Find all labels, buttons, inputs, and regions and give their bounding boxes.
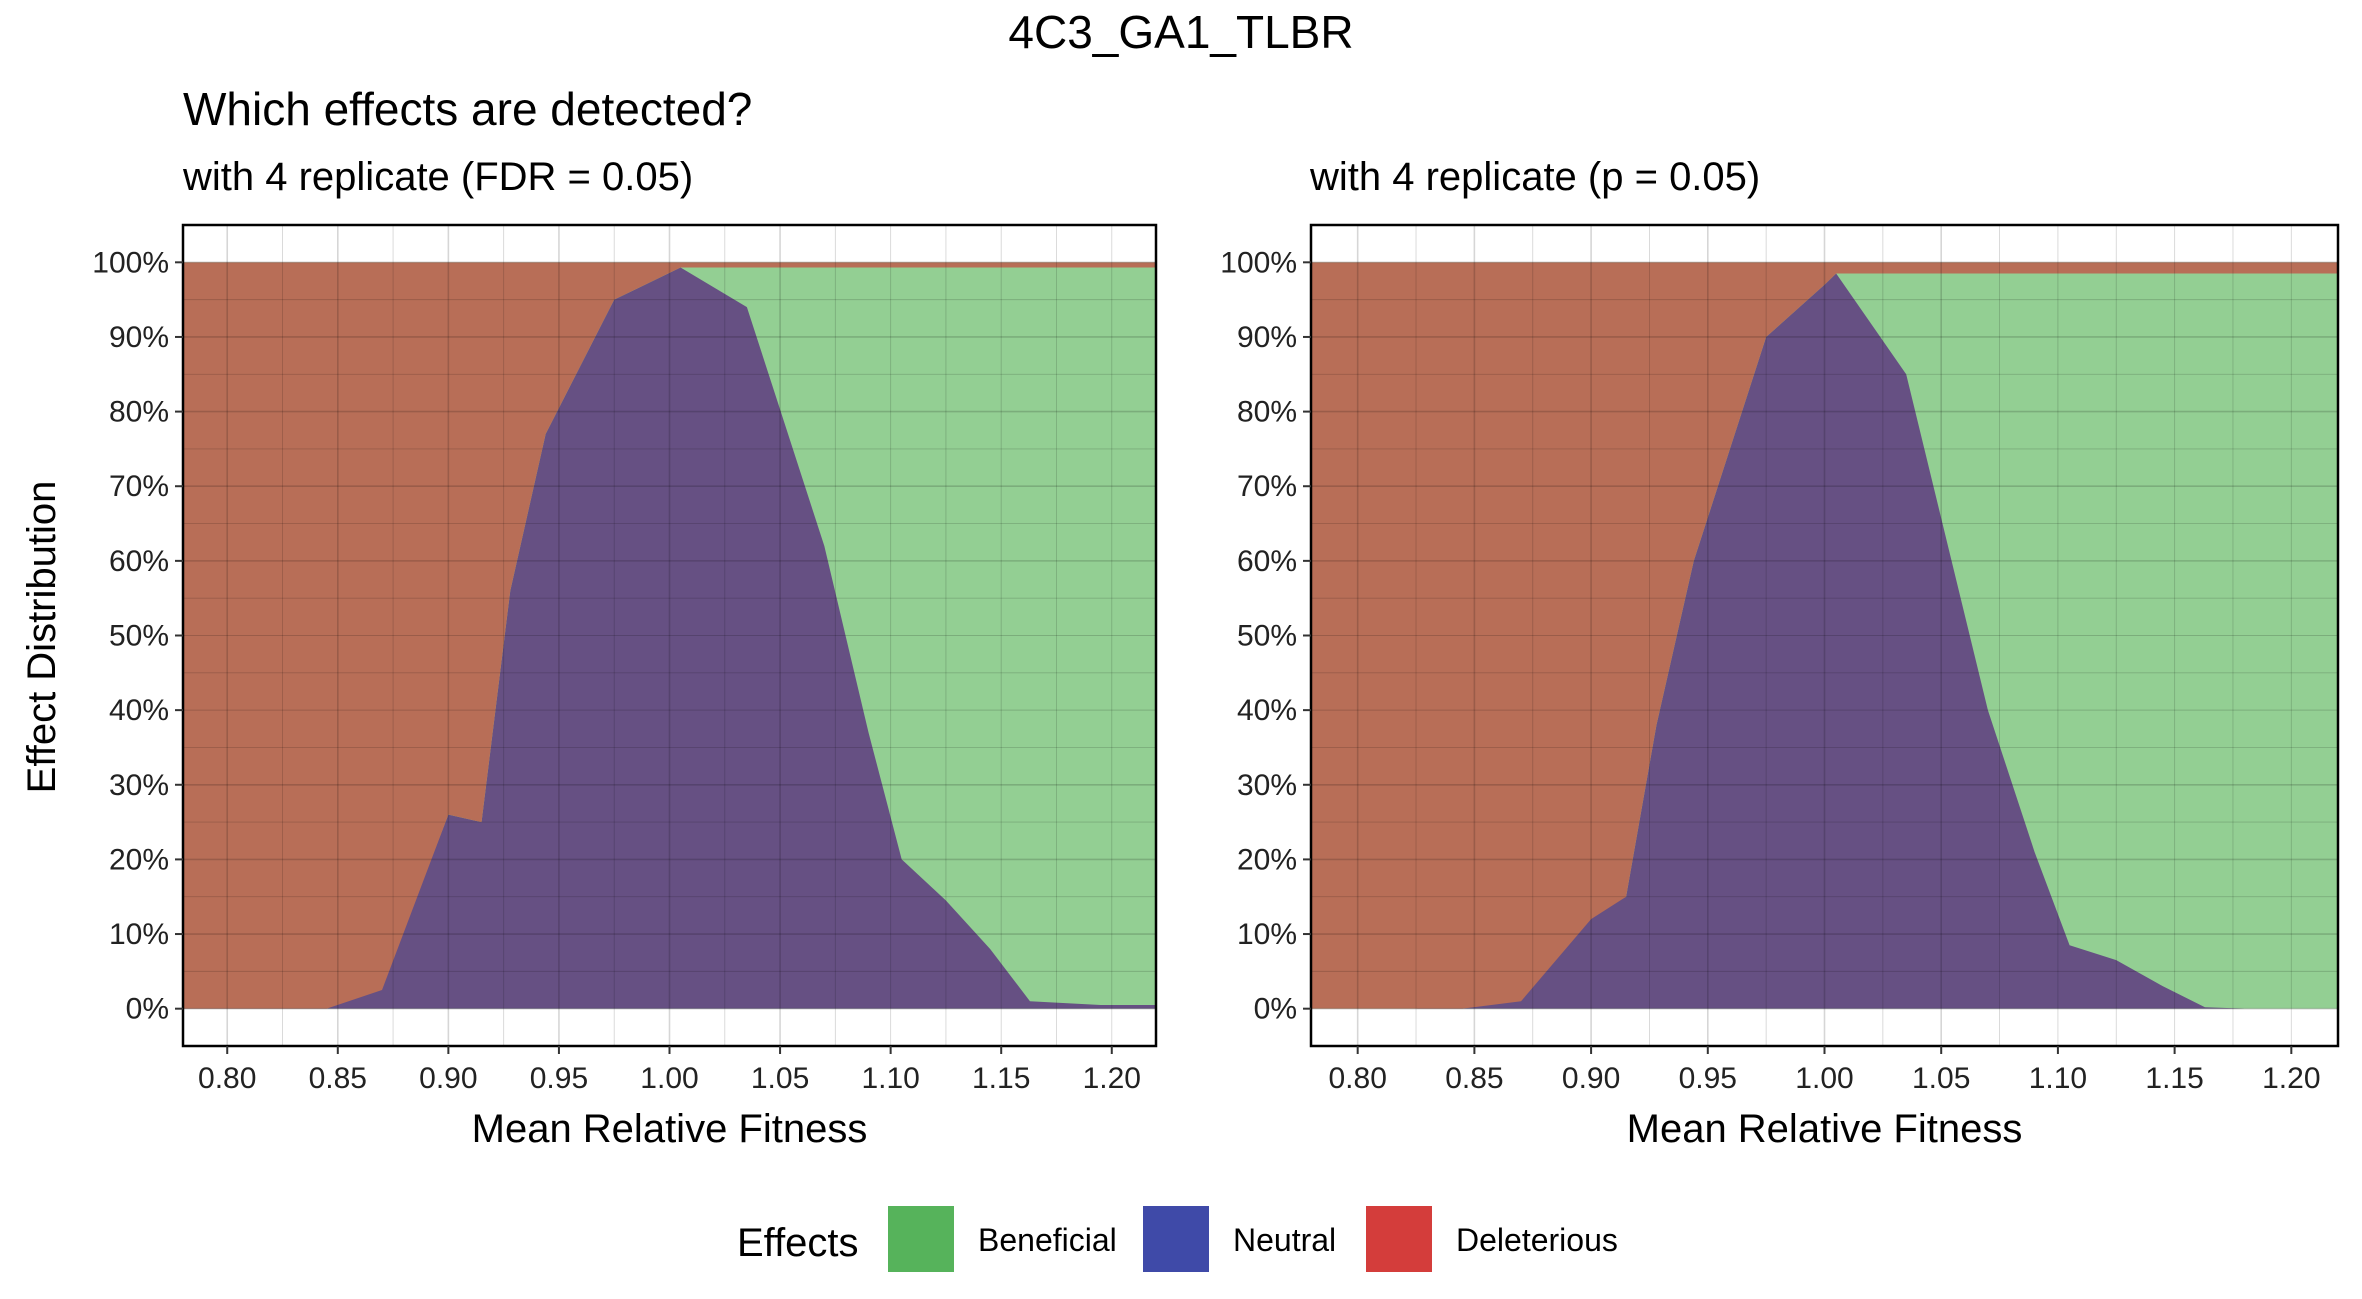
panel-1-y-tick-label: 10% xyxy=(109,918,169,951)
panel-1-x-tick-label: 1.20 xyxy=(1083,1062,1141,1095)
panel-2-x-tick-label: 1.10 xyxy=(2029,1062,2087,1095)
panel-1-y-tick-label: 90% xyxy=(109,321,169,354)
y-axis-label: Effect Distribution xyxy=(20,481,64,794)
panel-1-area-deleterious xyxy=(183,262,1156,1009)
legend-swatch-neutral xyxy=(1143,1206,1209,1272)
panel-2-y-tick-label: 90% xyxy=(1237,321,1297,354)
legend-swatch-deleterious xyxy=(1366,1206,1432,1272)
legend-label-beneficial: Beneficial xyxy=(978,1222,1117,1258)
panel-1-y-tick-label: 80% xyxy=(109,396,169,429)
panel-2-y-tick-label: 100% xyxy=(1220,246,1297,279)
panel-2-x-tick-label: 1.05 xyxy=(1912,1062,1970,1095)
legend-label-neutral: Neutral xyxy=(1233,1222,1336,1258)
panel-2-y-tick-label: 30% xyxy=(1237,769,1297,802)
panel-1-x-tick-label: 0.95 xyxy=(530,1062,588,1095)
panel-1-y-tick-label: 60% xyxy=(109,545,169,578)
panel-2-x-tick-label: 1.20 xyxy=(2262,1062,2320,1095)
panel-1-x-axis-label: Mean Relative Fitness xyxy=(472,1107,868,1151)
panel-2-y-tick-label: 60% xyxy=(1237,545,1297,578)
panel-1-y-tick-label: 50% xyxy=(109,620,169,653)
legend-swatch-beneficial xyxy=(888,1206,954,1272)
panel-2-area-neutral xyxy=(1311,273,2338,1009)
panel-1-y-tick-label: 30% xyxy=(109,769,169,802)
panel-2-x-tick-label: 0.95 xyxy=(1679,1062,1737,1095)
panel-1-y-tick-label: 0% xyxy=(126,993,169,1026)
panel-1-x-tick-label: 1.10 xyxy=(861,1062,919,1095)
panel-1-x-tick-label: 1.15 xyxy=(972,1062,1030,1095)
figure-heading: Which effects are detected? xyxy=(183,83,752,135)
panel-1-x-tick-label: 0.80 xyxy=(198,1062,256,1095)
panel-2-y-tick-label: 70% xyxy=(1237,470,1297,503)
panel-1-y-tick-label: 20% xyxy=(109,843,169,876)
panel-2-y-tick-label: 10% xyxy=(1237,918,1297,951)
panel-1-y-tick-label: 70% xyxy=(109,470,169,503)
panel-1-plot: 0% 10% 20% 30% 40% 50% 60% 70% 80% 90% 100% 0.80 0.8… xyxy=(92,223,1158,1151)
panel-2-x-axis-label: Mean Relative Fitness xyxy=(1627,1107,2023,1151)
panel-2-subtitle: with 4 replicate (p = 0.05) xyxy=(1309,155,1760,199)
panel-2-area-deleterious xyxy=(1311,262,2338,1009)
panel-2-x-tick-label: 1.15 xyxy=(2145,1062,2203,1095)
legend-label-deleterious: Deleterious xyxy=(1456,1222,1618,1258)
panel-1-x-tick-label: 1.00 xyxy=(640,1062,698,1095)
panel-1-y-tick-label: 40% xyxy=(109,694,169,727)
panel-1-subtitle: with 4 replicate (FDR = 0.05) xyxy=(182,155,693,199)
panel-2-y-tick-label: 20% xyxy=(1237,843,1297,876)
panel-2-y-tick-label: 40% xyxy=(1237,694,1297,727)
panel-2-y-tick-label: 50% xyxy=(1237,620,1297,653)
figure-title: 4C3_GA1_TLBR xyxy=(1008,6,1353,58)
panel-1-x-tick-label: 0.90 xyxy=(419,1062,477,1095)
panel-1-x-tick-label: 0.85 xyxy=(309,1062,367,1095)
panel-2-y-tick-label: 80% xyxy=(1237,396,1297,429)
panel-1-x-tick-label: 1.05 xyxy=(751,1062,809,1095)
panel-1-y-tick-label: 100% xyxy=(92,246,169,279)
panel-2-plot: 0% 10% 20% 30% 40% 50% 60% 70% 80% 90% 100% 0.80 0.8… xyxy=(1220,223,2340,1151)
panel-2-y-tick-label: 0% xyxy=(1254,993,1297,1026)
panel-2-x-tick-label: 1.00 xyxy=(1795,1062,1853,1095)
legend-title: Effects xyxy=(737,1221,859,1265)
panel-2-x-tick-label: 0.90 xyxy=(1562,1062,1620,1095)
panel-1-area-neutral xyxy=(183,267,1156,1009)
panel-2-x-tick-label: 0.80 xyxy=(1328,1062,1386,1095)
legend: Effects Beneficial Neutral Deleterious xyxy=(737,1206,1618,1272)
panel-2-x-tick-label: 0.85 xyxy=(1445,1062,1503,1095)
